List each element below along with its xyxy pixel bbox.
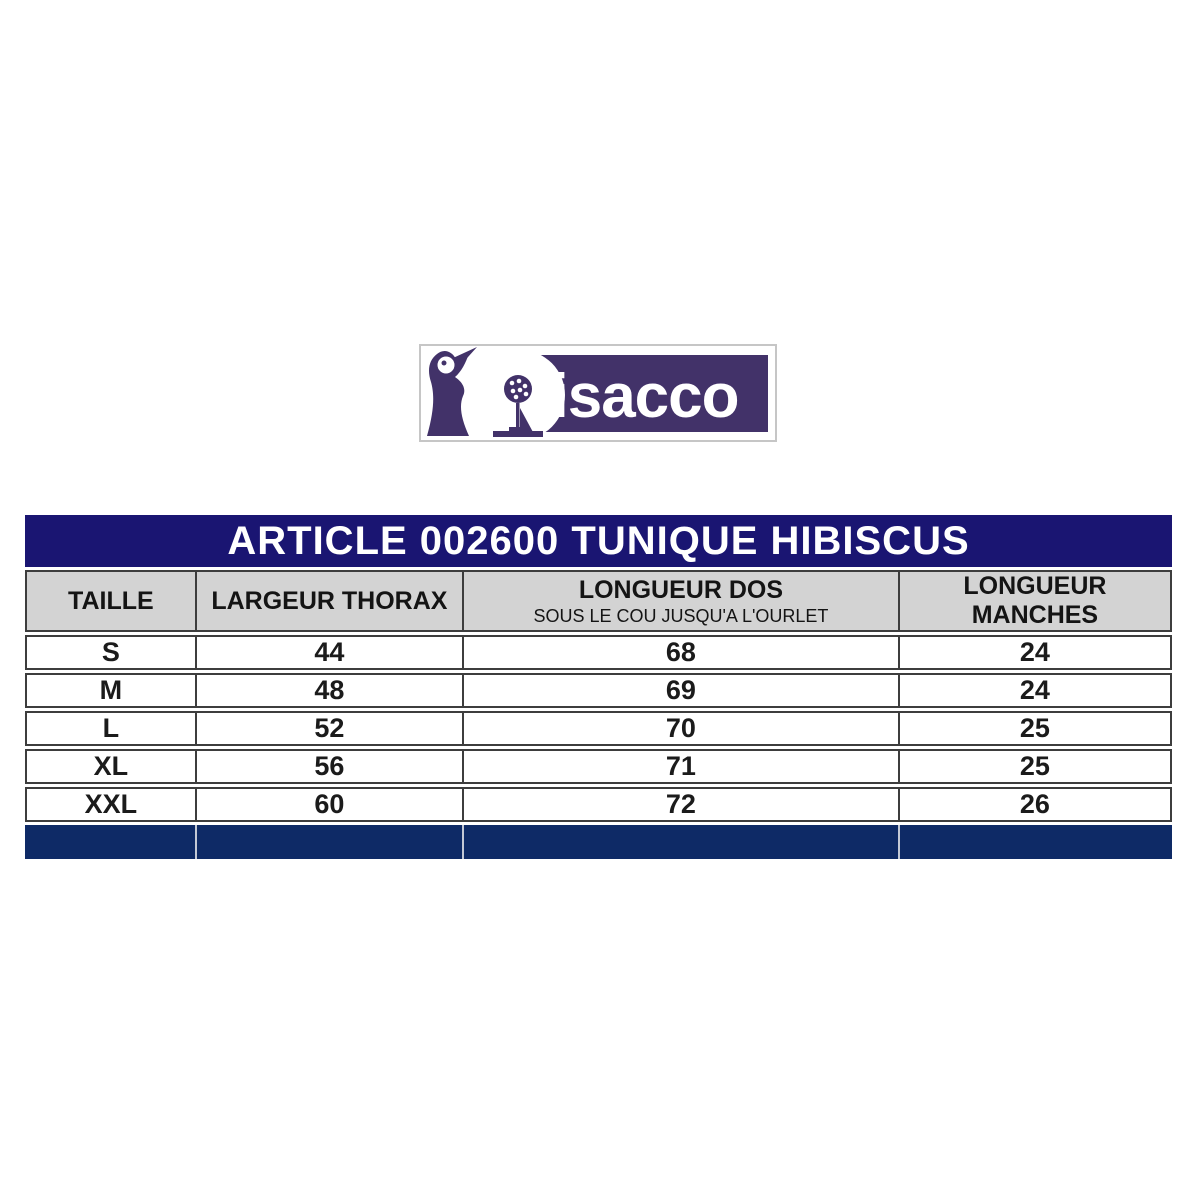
- cell-taille: XL: [25, 749, 195, 784]
- article-title: ARTICLE 002600 TUNIQUE HIBISCUS: [25, 515, 1172, 567]
- footer-cell: [897, 825, 1172, 859]
- header-largeur-thorax: LARGEUR THORAX: [194, 570, 462, 632]
- footer-cell: [194, 825, 462, 859]
- header-longueur-manches: LONGUEUR MANCHES: [897, 570, 1172, 632]
- cell-longueur-manches: 25: [897, 749, 1172, 784]
- cell-longueur-dos: 70: [462, 711, 898, 746]
- size-row-xxl: XXL 60 72 26: [25, 787, 1172, 822]
- header-largeur-thorax-label: LARGEUR THORAX: [211, 586, 448, 615]
- cell-longueur-manches: 24: [897, 673, 1172, 708]
- size-row-s: S 44 68 24: [25, 635, 1172, 670]
- header-longueur-dos-subtitle: SOUS LE COU JUSQU'A L'OURLET: [533, 605, 829, 626]
- isacco-logo-art: isacco: [427, 347, 768, 440]
- header-longueur-manches-label: LONGUEUR MANCHES: [963, 572, 1107, 629]
- cell-longueur-manches: 24: [897, 635, 1172, 670]
- title-row: ARTICLE 002600 TUNIQUE HIBISCUS: [25, 515, 1172, 567]
- header-taille-label: TAILLE: [68, 586, 154, 615]
- cell-longueur-manches: 26: [897, 787, 1172, 822]
- cell-largeur-thorax: 48: [194, 673, 462, 708]
- header-longueur-dos: LONGUEUR DOS SOUS LE COU JUSQU'A L'OURLE…: [462, 570, 898, 632]
- header-taille: TAILLE: [25, 570, 195, 632]
- cell-largeur-thorax: 52: [194, 711, 462, 746]
- cell-largeur-thorax: 56: [194, 749, 462, 784]
- column-header-row: TAILLE LARGEUR THORAX LONGUEUR DOS SOUS …: [25, 570, 1172, 632]
- size-row-m: M 48 69 24: [25, 673, 1172, 708]
- cell-longueur-dos: 68: [462, 635, 898, 670]
- cell-longueur-manches: 25: [897, 711, 1172, 746]
- footer-bar-row: [25, 825, 1172, 859]
- cell-longueur-dos: 69: [462, 673, 898, 708]
- cell-taille: M: [25, 673, 195, 708]
- isacco-logo: isacco: [419, 344, 777, 442]
- brand-wordmark: isacco: [551, 362, 738, 431]
- cell-longueur-dos: 71: [462, 749, 898, 784]
- footer-cell: [462, 825, 898, 859]
- size-chart: ARTICLE 002600 TUNIQUE HIBISCUS TAILLE L…: [25, 512, 1172, 862]
- cell-largeur-thorax: 60: [194, 787, 462, 822]
- size-chart-table: ARTICLE 002600 TUNIQUE HIBISCUS TAILLE L…: [25, 512, 1172, 862]
- cell-longueur-dos: 72: [462, 787, 898, 822]
- size-row-l: L 52 70 25: [25, 711, 1172, 746]
- size-row-xl: XL 56 71 25: [25, 749, 1172, 784]
- cell-taille: XXL: [25, 787, 195, 822]
- cell-taille: S: [25, 635, 195, 670]
- footer-cell: [25, 825, 195, 859]
- header-longueur-dos-label: LONGUEUR DOS: [578, 575, 784, 604]
- cell-largeur-thorax: 44: [194, 635, 462, 670]
- cell-taille: L: [25, 711, 195, 746]
- woman-figure-icon: [427, 347, 543, 437]
